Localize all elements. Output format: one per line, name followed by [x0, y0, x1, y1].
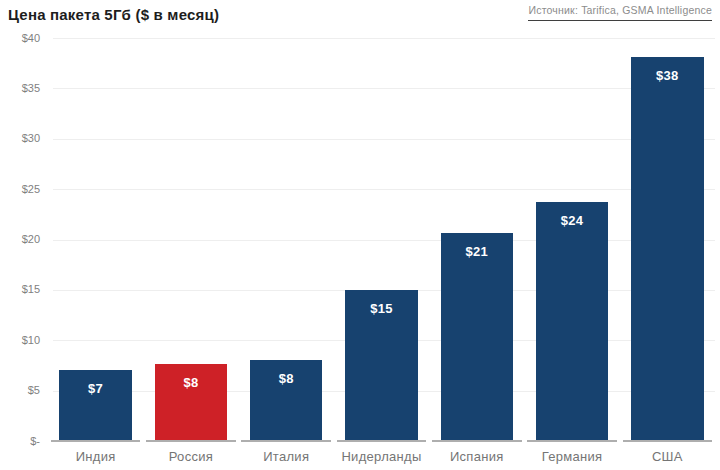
baseline-tick [527, 440, 617, 442]
y-tick-label: $25 [0, 183, 40, 195]
y-tick-label: $5 [0, 384, 40, 396]
bar-column: $15Нидерланды [334, 38, 429, 441]
baseline-tick [432, 440, 522, 442]
category-label: Индия [48, 449, 143, 464]
category-label: Италия [239, 449, 334, 464]
y-tick-label: $40 [0, 32, 40, 44]
y-tick-label: $- [0, 435, 40, 447]
bar: $7 [59, 370, 131, 440]
y-tick-label: $30 [0, 132, 40, 144]
category-label: США [620, 449, 715, 464]
bar-column: $24Германия [524, 38, 619, 441]
y-tick-label: $20 [0, 233, 40, 245]
category-label: Испания [429, 449, 524, 464]
bar-chart: $40$35$30$25$20$15$10$5$-$7Индия$8Россия… [0, 0, 720, 470]
bar-value-label: $24 [536, 213, 608, 228]
bar: $8 [250, 360, 322, 440]
bar-value-label: $21 [441, 244, 513, 259]
bar-column: $8Россия [143, 38, 238, 441]
bar-value-label: $8 [155, 375, 227, 390]
y-tick-label: $15 [0, 283, 40, 295]
bar-column: $7Индия [48, 38, 143, 441]
baseline-tick [51, 440, 141, 442]
plot-area: $7Индия$8Россия$8Италия$15Нидерланды$21И… [48, 38, 715, 441]
bar: $24 [536, 202, 608, 440]
category-label: Нидерланды [334, 449, 429, 464]
bar: $21 [441, 233, 513, 440]
category-label: Германия [524, 449, 619, 464]
bar-value-label: $38 [631, 68, 703, 83]
chart-page: Цена пакета 5Гб ($ в месяц) Источник: Ta… [0, 0, 720, 470]
bar-value-label: $15 [345, 301, 417, 316]
y-tick-label: $10 [0, 334, 40, 346]
bar-column: $8Италия [239, 38, 334, 441]
baseline-tick [337, 440, 427, 442]
bar: $15 [345, 290, 417, 440]
baseline-tick [623, 440, 713, 442]
bar-value-label: $7 [59, 381, 131, 396]
bar: $38 [631, 57, 703, 440]
category-label: Россия [143, 449, 238, 464]
baseline-tick [241, 440, 331, 442]
baseline-tick [146, 440, 236, 442]
bar: $8 [155, 364, 227, 440]
bar-column: $21Испания [429, 38, 524, 441]
bar-value-label: $8 [250, 371, 322, 386]
bar-column: $38США [620, 38, 715, 441]
y-tick-label: $35 [0, 82, 40, 94]
